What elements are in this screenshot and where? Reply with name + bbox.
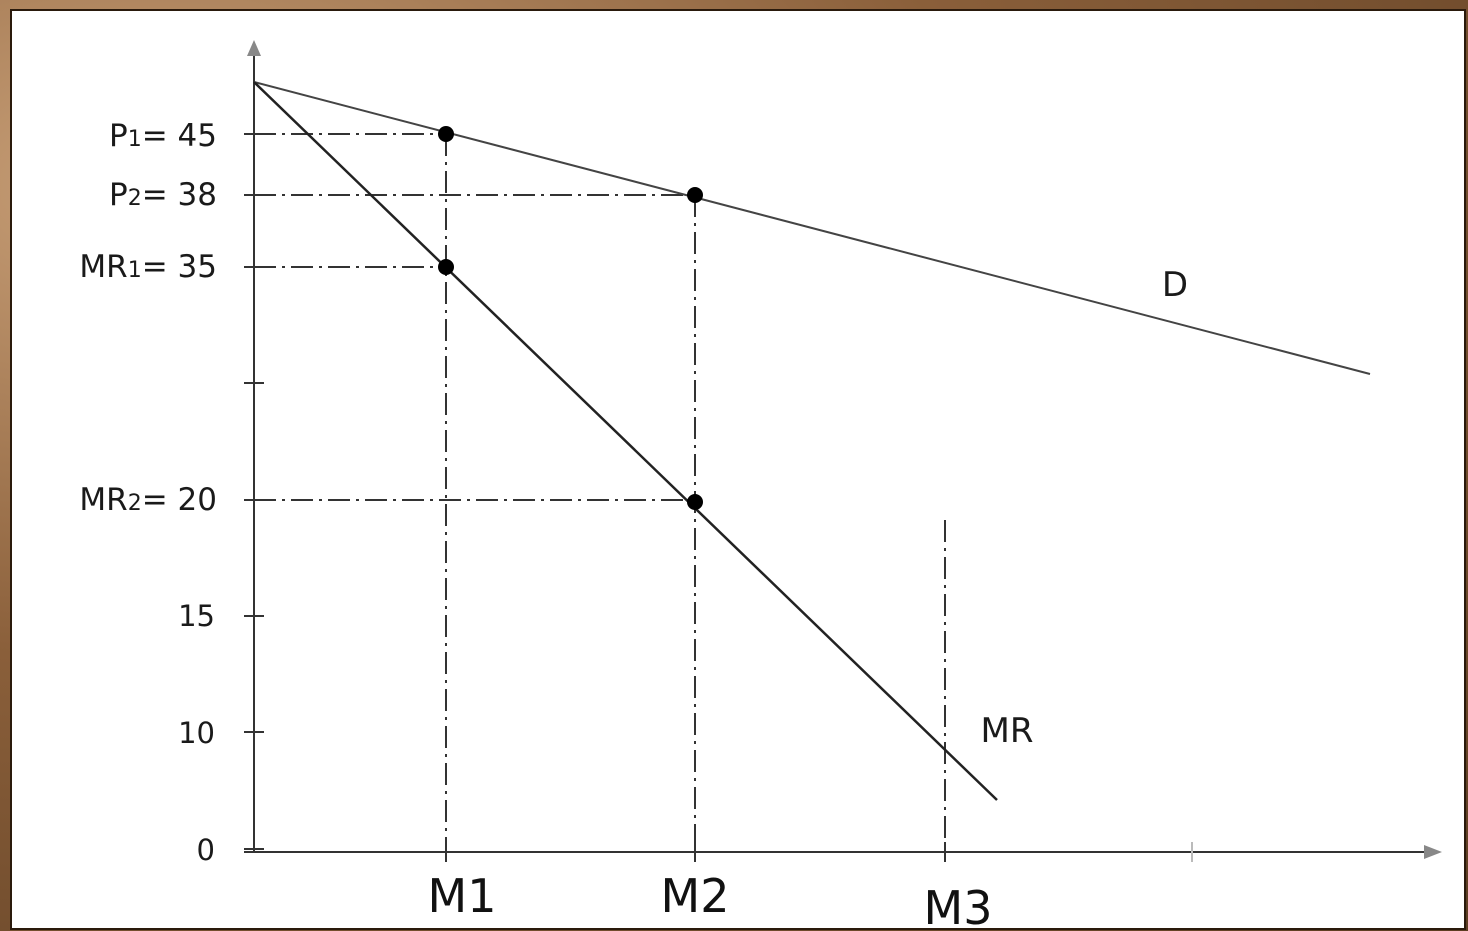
point-mr2 <box>687 494 703 510</box>
x-label-m2: M2 <box>661 869 730 923</box>
mr-curve <box>253 81 998 801</box>
y-axis-arrow <box>247 40 261 56</box>
x-label-m3: M3 <box>924 881 993 931</box>
point-p2 <box>687 187 703 203</box>
label-mr1: MR1= 35 <box>79 249 217 285</box>
mr-label: MR <box>981 711 1034 751</box>
demand-label: D <box>1162 265 1188 305</box>
x-axis-arrow <box>1424 845 1442 859</box>
point-p1 <box>438 126 454 142</box>
y-tick-10: 10 <box>178 716 215 750</box>
label-p1: P1= 45 <box>109 118 217 154</box>
y-tick-15: 15 <box>178 599 215 633</box>
point-mr1 <box>438 259 454 275</box>
demand-curve <box>253 81 1371 375</box>
label-p2: P2= 38 <box>109 177 217 213</box>
y-tick-0: 0 <box>197 833 215 867</box>
x-label-m1: M1 <box>428 869 497 923</box>
label-mr2: MR2= 20 <box>79 482 217 518</box>
